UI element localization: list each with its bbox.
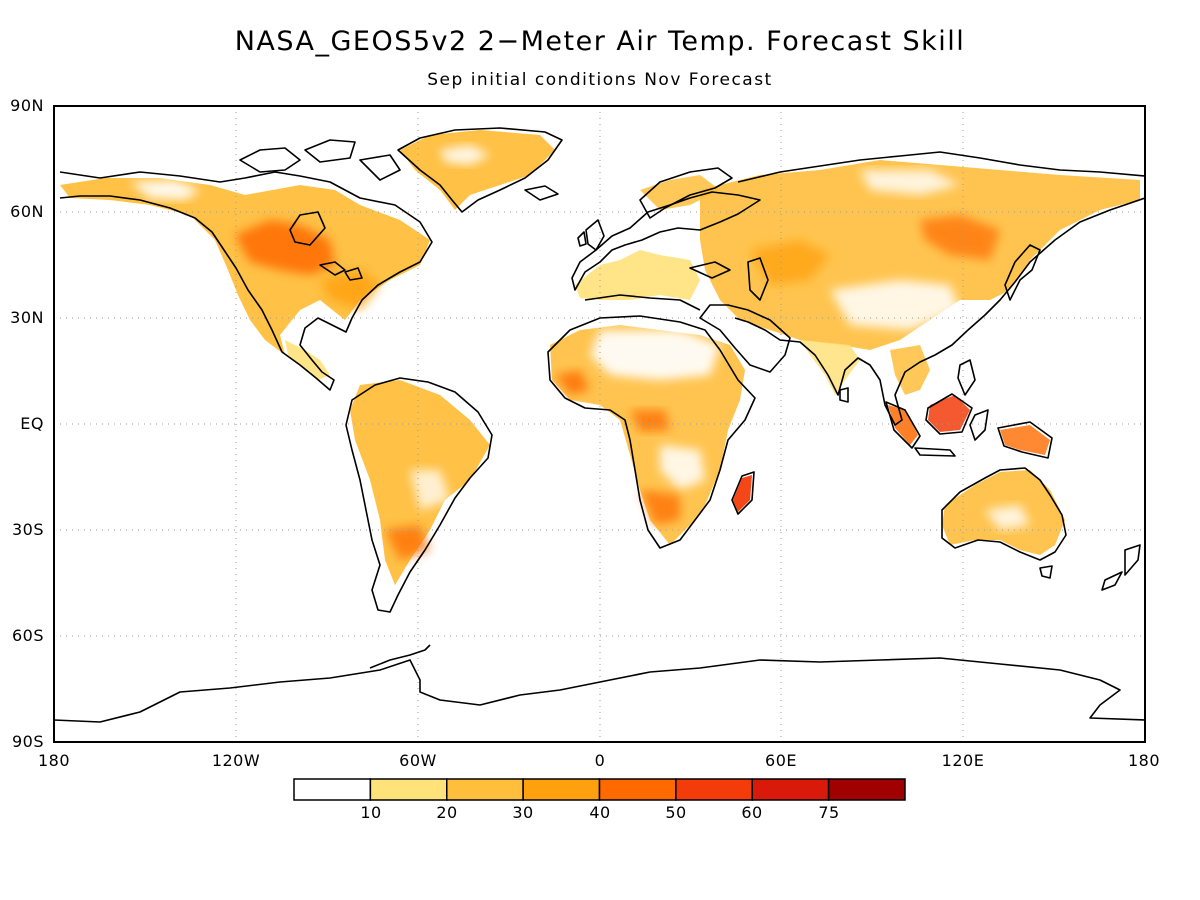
- shade-asia-core: [920, 215, 1000, 260]
- coast-madagascar: [731, 471, 755, 515]
- colorbar-swatch: [446, 778, 524, 801]
- coast-iceland: [524, 185, 559, 201]
- coast-philippines: [957, 359, 976, 396]
- shade-sa-core: [385, 525, 430, 560]
- lon-label-120e: 120E: [941, 751, 985, 770]
- coast-black-sea: [689, 261, 731, 279]
- coast-sumatra: [885, 401, 921, 449]
- lat-label-90s: 90S: [11, 732, 44, 751]
- map-subtitle: Sep initial conditions Nov Forecast: [427, 70, 773, 90]
- coast-australia: [941, 467, 1067, 561]
- shade-na-east: [320, 270, 380, 310]
- lat-label-eq: EQ: [20, 414, 44, 433]
- colorbar-swatch: [598, 778, 677, 801]
- shade-borneo: [928, 395, 970, 432]
- coast-greenland: [397, 127, 563, 213]
- lon-label-120w: 120W: [211, 751, 261, 770]
- colorbar-label: 10: [360, 803, 382, 822]
- lon-label-60e: 60E: [765, 751, 797, 770]
- lat-label-60n: 60N: [10, 202, 44, 221]
- colorbar-label: 40: [589, 803, 611, 822]
- coast-new-guinea: [997, 421, 1053, 459]
- lon-label-0: 0: [594, 751, 606, 770]
- coast-british-isles: [577, 219, 605, 251]
- shade-africa-core2: [630, 410, 670, 432]
- coast-arabia: [699, 304, 791, 373]
- lon-label-180w: 180: [37, 751, 71, 770]
- colorbar-label: 20: [436, 803, 458, 822]
- shade-greenland-white: [440, 145, 490, 165]
- colorbar: [293, 778, 906, 801]
- coast-scandinavia: [639, 167, 733, 219]
- shade-africa-core3: [640, 490, 680, 525]
- shade-africa: [550, 325, 745, 545]
- shade-madagascar: [733, 475, 752, 512]
- coast-sulawesi: [969, 409, 989, 441]
- shade-greenland: [400, 130, 555, 210]
- shade-asia-white2: [860, 170, 960, 195]
- coast-borneo: [925, 393, 973, 435]
- coast-africa: [547, 315, 756, 549]
- coastlines: [54, 127, 1145, 723]
- colorbar-label: 30: [512, 803, 534, 822]
- coast-europe: [571, 191, 761, 291]
- coast-arctic-islands: [239, 139, 401, 181]
- shade-asia-core2: [750, 240, 830, 285]
- coast-caspian: [747, 257, 769, 301]
- colorbar-label: 50: [665, 803, 687, 822]
- coast-antarctica: [54, 657, 1145, 723]
- lat-label-90n: 90N: [10, 96, 44, 115]
- colorbar-swatch: [293, 778, 372, 801]
- coast-new-zealand: [1101, 544, 1141, 591]
- colorbar-label: 60: [741, 803, 763, 822]
- shade-central-america: [285, 340, 330, 380]
- coast-east-asia: [734, 197, 1145, 426]
- colorbar-swatch: [675, 778, 753, 801]
- lon-label-60w: 60W: [399, 751, 437, 770]
- shade-na-white: [130, 180, 200, 200]
- colorbar-swatch: [522, 778, 601, 801]
- lat-label-30s: 30S: [11, 520, 44, 539]
- shade-sumatra: [888, 405, 918, 445]
- coast-java: [914, 447, 956, 457]
- shade-africa-white: [660, 445, 705, 490]
- coast-hudson: [289, 211, 326, 246]
- coast-asia: [737, 151, 1145, 183]
- coast-south-america: [345, 377, 493, 613]
- map-title: NASA_GEOS5v2 2−Meter Air Temp. Forecast …: [234, 26, 966, 57]
- colorbar-swatch: [827, 778, 906, 801]
- shade-se-asia: [890, 345, 930, 395]
- coast-great-lakes: [319, 261, 363, 281]
- shade-sahara-white: [590, 330, 720, 380]
- lat-label-60s: 60S: [11, 626, 44, 645]
- shade-asia-white: [830, 280, 960, 330]
- colorbar-swatch: [751, 778, 830, 801]
- lon-label-180e: 180: [1127, 751, 1161, 770]
- map-frame: [53, 105, 1146, 743]
- coast-north-america: [59, 171, 433, 391]
- shade-new-guinea: [1000, 425, 1050, 455]
- shade-scandinavia: [640, 175, 720, 210]
- shade-india: [800, 340, 860, 395]
- coast-antarctic-peninsula: [369, 644, 431, 669]
- coast-mediterranean: [584, 294, 701, 311]
- shade-north-america: [60, 178, 430, 355]
- graticule: [54, 106, 1145, 742]
- coast-sri-lanka: [839, 387, 849, 403]
- colorbar-label: 75: [818, 803, 840, 822]
- shade-asia: [700, 160, 1140, 350]
- shade-africa-core: [555, 370, 590, 395]
- shade-australia-white: [985, 505, 1030, 530]
- shade-europe: [575, 250, 700, 300]
- shade-sa-white: [410, 470, 450, 510]
- skill-shading: [60, 130, 1140, 585]
- coast-tasmania: [1039, 565, 1053, 579]
- coast-japan: [1004, 244, 1041, 301]
- lat-label-30n: 30N: [10, 308, 44, 327]
- shade-na-core: [235, 220, 335, 275]
- colorbar-swatch: [369, 778, 448, 801]
